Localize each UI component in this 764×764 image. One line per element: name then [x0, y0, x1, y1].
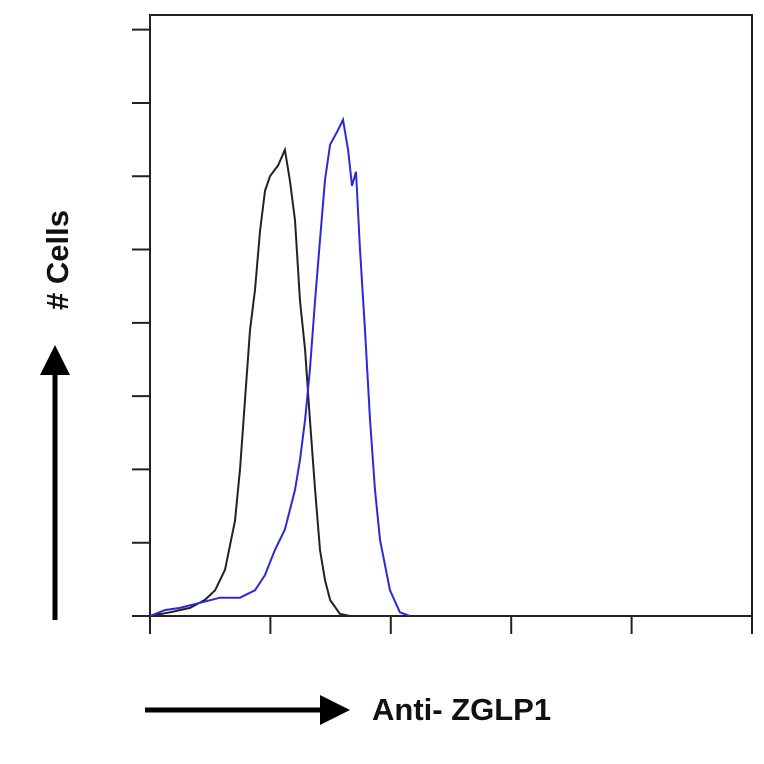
- plot-frame: [149, 14, 753, 617]
- y-axis-label: # Cells: [40, 210, 75, 310]
- x-axis-label: Anti- ZGLP1: [372, 692, 551, 727]
- histogram-line: [149, 116, 411, 617]
- histogram-line: [149, 146, 351, 617]
